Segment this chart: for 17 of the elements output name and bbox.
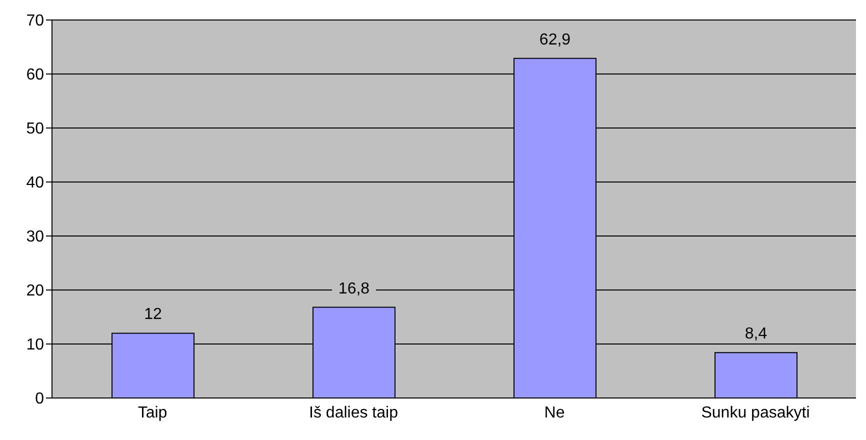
data-label: 16,8 [338, 280, 370, 298]
bar [714, 352, 798, 398]
y-tick-label: 0 [35, 390, 44, 408]
data-label: 8,4 [744, 326, 768, 343]
y-tick-label: 10 [26, 336, 44, 354]
x-tick-label: Ne [544, 404, 565, 422]
x-tick-label: Sunku pasakyti [701, 404, 810, 422]
data-label: 12 [144, 306, 162, 324]
x-tick-label: Taip [138, 404, 168, 422]
x-tick-label: Iš dalies taip [309, 404, 398, 422]
y-tick-label: 50 [26, 120, 44, 138]
y-tick-label: 30 [26, 228, 44, 246]
data-label: 62,9 [539, 31, 571, 48]
y-tick-label: 60 [26, 66, 44, 84]
y-tick-label: 70 [26, 12, 44, 30]
y-tick-label: 40 [26, 174, 44, 192]
y-tick-label: 20 [26, 282, 44, 300]
